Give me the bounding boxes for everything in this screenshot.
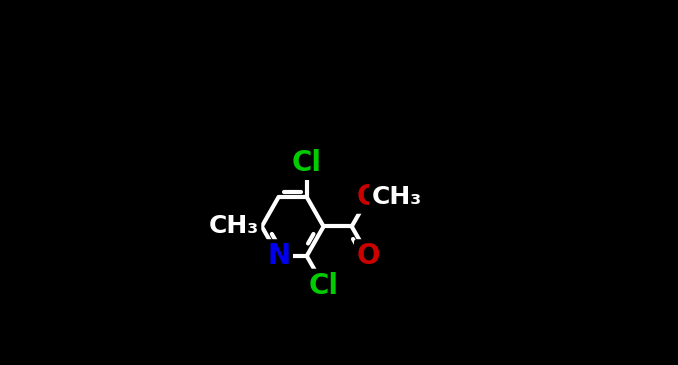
Text: O: O (357, 242, 380, 270)
Text: Cl: Cl (308, 272, 338, 300)
Text: N: N (267, 242, 290, 270)
Text: O: O (357, 183, 380, 211)
Text: CH₃: CH₃ (372, 185, 422, 209)
Text: CH₃: CH₃ (209, 215, 259, 238)
Text: Cl: Cl (292, 149, 322, 177)
